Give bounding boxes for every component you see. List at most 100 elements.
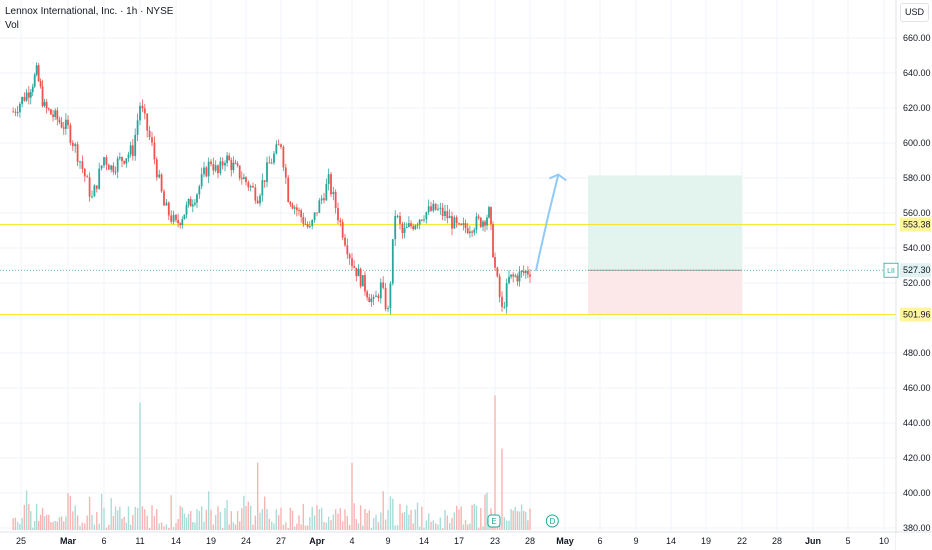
currency-button[interactable]: USD xyxy=(900,3,929,22)
candle-up xyxy=(127,154,130,159)
volume-bar xyxy=(380,512,382,530)
volume-bar xyxy=(243,495,245,530)
time-axis[interactable]: 25 Mar 6 11 14 19 24 27 Apr 4 9 14 17 23 28 May 6 9 14 19 22… xyxy=(0,531,932,550)
volume-bar xyxy=(387,509,389,530)
candle-down xyxy=(268,162,271,164)
volume-bar xyxy=(239,521,241,530)
volume-bar xyxy=(156,509,158,530)
candle-up xyxy=(510,274,512,277)
volume-bar xyxy=(355,519,358,530)
candle-down xyxy=(434,203,437,210)
volume-bar xyxy=(259,512,261,530)
candle-up xyxy=(423,219,425,221)
candle-down xyxy=(121,157,123,161)
candle-up xyxy=(508,276,510,284)
candle-down xyxy=(330,174,332,195)
volume-bar xyxy=(486,492,488,530)
volume-bar xyxy=(384,519,387,530)
volume-bar xyxy=(392,498,394,530)
candle-up xyxy=(249,186,252,188)
candle-up xyxy=(64,119,67,129)
candle-up xyxy=(139,105,141,121)
candle-down xyxy=(81,161,84,169)
candle-down xyxy=(382,282,385,288)
volume-bar xyxy=(529,508,531,530)
symbol-title[interactable]: Lennox International, Inc. · 1h · NYSE xyxy=(5,6,174,17)
candle-up xyxy=(308,226,311,228)
volume-bar xyxy=(144,509,146,530)
candle-down xyxy=(88,177,91,197)
candle-down xyxy=(160,174,163,192)
volume-label[interactable]: Vol xyxy=(5,20,19,31)
earnings-marker[interactable]: E xyxy=(487,514,501,528)
volume-bar xyxy=(370,527,373,530)
level-price-label: 553.38 xyxy=(903,220,931,230)
volume-bar xyxy=(91,514,93,530)
volume-bar xyxy=(416,502,419,530)
position-tool[interactable] xyxy=(588,175,742,315)
volume-bar xyxy=(103,507,105,530)
volume-bar xyxy=(325,522,328,530)
candle-down xyxy=(12,111,15,113)
candle-down xyxy=(217,165,219,174)
price-axis[interactable]: 380.00400.00420.00440.00460.00480.00500.… xyxy=(883,0,931,550)
candle-up xyxy=(214,165,217,171)
volume-bar xyxy=(375,514,377,530)
candle-down xyxy=(446,211,449,219)
candle-down xyxy=(348,254,351,259)
volume-bar xyxy=(464,520,467,530)
candle-up xyxy=(361,275,364,287)
candle-up xyxy=(232,162,235,170)
candle-up xyxy=(74,144,77,147)
volume-bar xyxy=(444,509,446,530)
candle-up xyxy=(187,198,190,205)
time-tick-label: 10 xyxy=(879,536,889,546)
volume-bar xyxy=(318,509,321,530)
candle-down xyxy=(284,167,287,178)
dividend-marker[interactable]: D xyxy=(545,514,559,528)
candle-up xyxy=(116,158,119,172)
volume-bar xyxy=(439,517,442,530)
candle-up xyxy=(110,165,113,170)
candle-up xyxy=(311,219,314,227)
candle-up xyxy=(473,229,476,233)
candle-up xyxy=(261,180,264,196)
volume-bar xyxy=(151,505,153,530)
candle-down xyxy=(236,163,239,166)
volume-bar xyxy=(230,511,232,530)
price-tick-label: 440.00 xyxy=(903,418,931,428)
candle-up xyxy=(439,207,442,209)
volume-bar xyxy=(362,525,364,530)
volume-bar xyxy=(45,514,48,530)
volume-bar xyxy=(469,523,471,530)
candle-up xyxy=(226,155,228,163)
volume-bar xyxy=(81,522,84,530)
candle-down xyxy=(67,119,69,126)
candle-down xyxy=(287,177,290,202)
candle-down xyxy=(123,160,126,164)
candle-down xyxy=(39,81,42,87)
volume-bar xyxy=(270,521,273,530)
event-label: D xyxy=(549,517,555,526)
last-price-tag xyxy=(900,263,931,278)
volume-bar xyxy=(467,524,469,530)
volume-bar xyxy=(19,523,21,530)
projection-arrow[interactable] xyxy=(535,173,567,271)
volume-bar xyxy=(341,521,344,530)
candle-up xyxy=(91,196,93,198)
time-tick-label: 14 xyxy=(419,536,429,546)
volume-bar xyxy=(348,524,351,530)
volume-bar xyxy=(249,505,252,530)
horizontal-levels[interactable] xyxy=(0,224,896,316)
volume-bar xyxy=(501,448,503,530)
candle-down xyxy=(377,295,380,299)
candle-down xyxy=(179,223,182,226)
candle-up xyxy=(158,174,161,178)
candle-down xyxy=(355,267,358,277)
volume-bar xyxy=(236,511,239,530)
candle-down xyxy=(76,144,79,162)
candle-up xyxy=(391,239,394,284)
candle-up xyxy=(379,282,382,299)
